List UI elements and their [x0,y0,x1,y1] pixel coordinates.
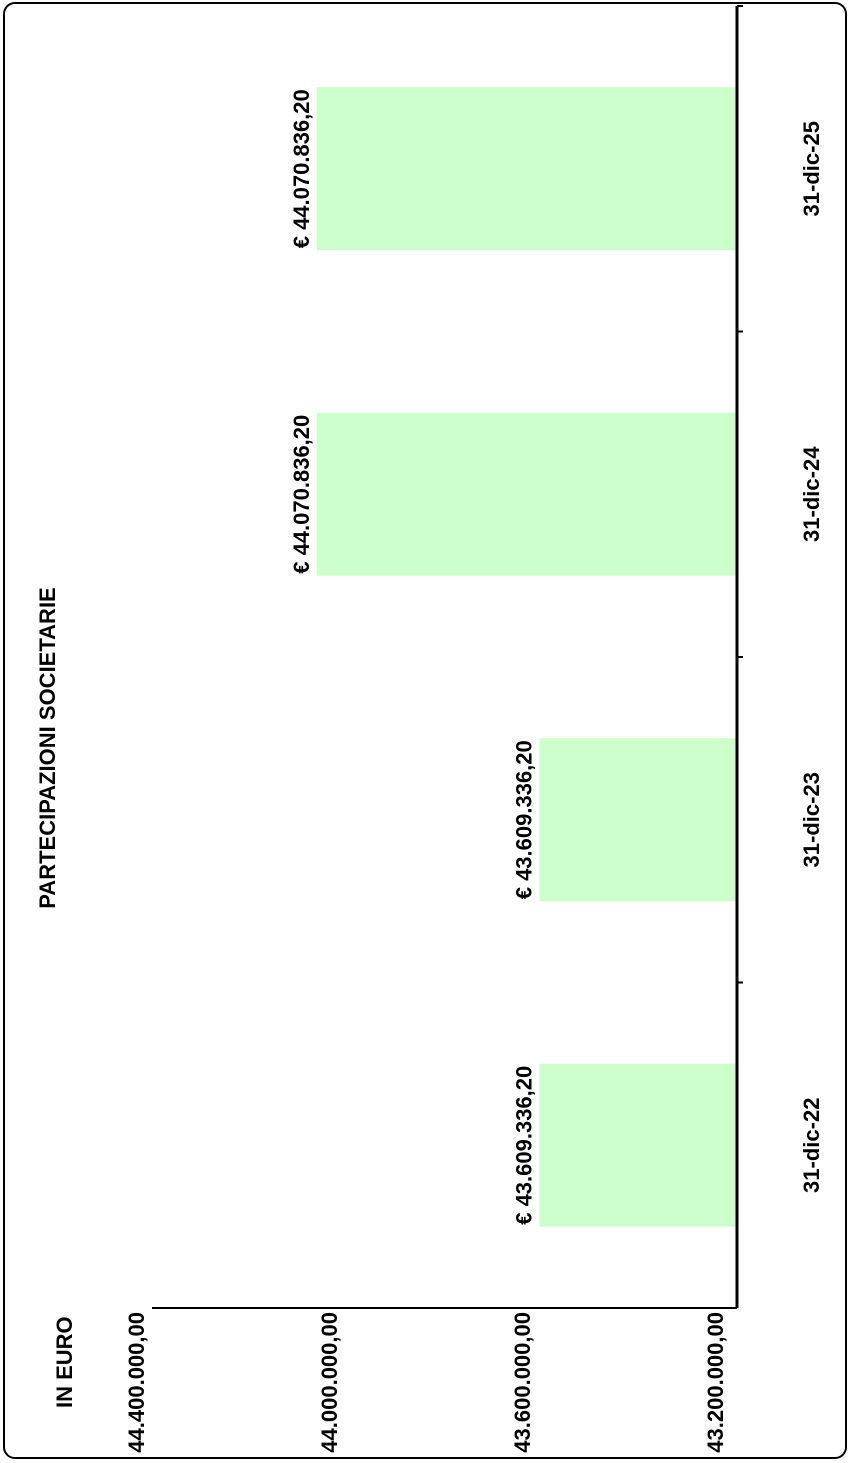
x-tick-label-31-dic-25: 31-dic-25 [799,121,824,216]
y-tick-label: 44.400.000,00 [124,1312,149,1453]
bar-31-dic-24 [316,412,737,576]
x-tick-label-31-dic-24: 31-dic-24 [799,446,824,542]
bar-31-dic-22 [539,1063,738,1227]
axes-group: 31-dic-22 31-dic-23 31-dic-24 31-dic-25 43.2… [124,5,824,1453]
bar-31-dic-25 [316,87,737,251]
chart-plot-group: PARTECIPAZIONI SOCIETARIE IN EURO € 43.6… [35,5,824,1453]
x-tick-label-31-dic-22: 31-dic-22 [799,1098,824,1193]
bar-value-label-31-dic-22: € 43.609.336,20 [511,1066,536,1225]
bar-value-label-31-dic-24: € 44.070.836,20 [289,415,314,574]
y-tick-label: 44.000.000,00 [317,1312,342,1453]
y-tick-label: 43.600.000,00 [510,1312,535,1453]
y-axis-unit-label: IN EURO [52,1316,77,1408]
x-tick-label-31-dic-23: 31-dic-23 [799,772,824,867]
bar-value-label-31-dic-25: € 44.070.836,20 [289,89,314,248]
bar-31-dic-23 [539,738,738,902]
chart-title: PARTECIPAZIONI SOCIETARIE [35,587,60,908]
bar-value-label-31-dic-23: € 43.609.336,20 [511,740,536,899]
bars-group: € 43.609.336,20 € 43.609.336,20 € 44.070.8… [289,87,738,1227]
chart-frame [3,2,847,1459]
y-tick-label: 43.200.000,00 [703,1312,728,1453]
